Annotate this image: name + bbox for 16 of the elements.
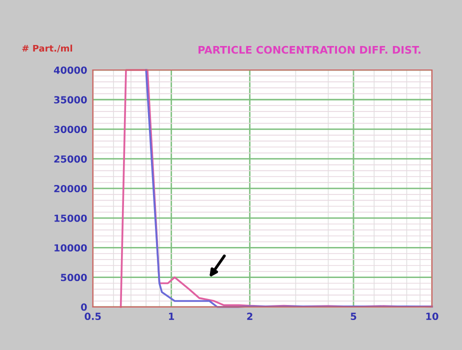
y-tick-label: 20000 [54, 184, 87, 192]
y-tick-label: 40000 [54, 66, 87, 74]
x-tick-label: 1 [169, 312, 174, 320]
x-tick-label: 5 [350, 312, 356, 320]
y-tick-label: 10000 [54, 244, 87, 252]
x-tick-label: 10 [426, 312, 438, 320]
y-tick-label: 15000 [54, 214, 87, 222]
x-tick-label: 2 [247, 312, 252, 320]
y-tick-label: 35000 [54, 96, 87, 104]
x-tick-label: 0.5 [84, 312, 101, 320]
y-tick-label: 0 [81, 303, 87, 311]
y-tick-label: 25000 [54, 155, 87, 163]
y-tick-label: 30000 [54, 126, 87, 134]
y-axis-title: # Part./ml [22, 44, 72, 52]
chart-title: PARTICLE CONCENTRATION DIFF. DIST. [198, 46, 420, 54]
y-tick-label: 5000 [61, 274, 87, 282]
